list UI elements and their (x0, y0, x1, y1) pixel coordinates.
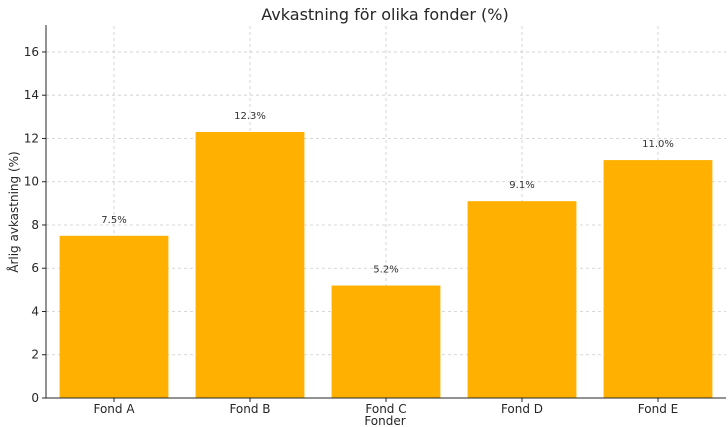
data-label: 12.3% (234, 111, 266, 122)
y-tick-label: 16 (24, 45, 39, 59)
bar-fond-b (195, 131, 305, 398)
x-tick-label: Fond C (365, 402, 406, 416)
y-ticks: 0 2 4 6 8 10 12 14 16 (24, 45, 46, 405)
y-tick-label: 10 (24, 175, 39, 189)
x-tick-label: Fond A (93, 402, 135, 416)
y-tick-label: 2 (31, 348, 39, 362)
data-label: 5.2% (373, 265, 398, 276)
x-tick-label: Fond E (638, 402, 678, 416)
x-tick-label: Fond B (229, 402, 270, 416)
bar-fond-c (331, 285, 441, 398)
y-tick-label: 0 (31, 391, 39, 405)
data-label: 11.0% (642, 139, 674, 150)
x-tick-label: Fond D (501, 402, 543, 416)
y-tick-label: 14 (24, 88, 39, 102)
data-label: 7.5% (101, 215, 126, 226)
x-axis-label: Fonder (364, 414, 405, 427)
y-tick-label: 8 (31, 218, 39, 232)
x-ticks: Fond A Fond B Fond C Fond D Fond E (93, 398, 678, 416)
y-axis-label: Årlig avkastning (%) (6, 151, 21, 273)
bars (59, 131, 713, 398)
bar-fond-a (59, 235, 169, 398)
y-tick-label: 6 (31, 261, 39, 275)
y-tick-label: 4 (31, 304, 39, 318)
chart-title: Avkastning för olika fonder (%) (261, 5, 508, 24)
bar-fond-d (467, 201, 577, 398)
y-tick-label: 12 (24, 131, 39, 145)
data-label: 9.1% (509, 180, 534, 191)
data-labels: 7.5% 12.3% 5.2% 9.1% 11.0% (101, 111, 674, 276)
bar-fond-e (603, 160, 713, 398)
